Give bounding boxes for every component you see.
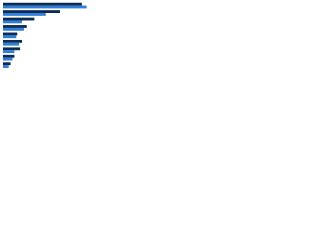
- bar: [3, 13, 46, 16]
- bar: [3, 54, 15, 58]
- bar: [3, 5, 87, 9]
- bar: [3, 20, 22, 24]
- bar: [3, 35, 17, 39]
- bar: [3, 25, 27, 28]
- bar: [3, 32, 18, 36]
- bar: [3, 65, 9, 68]
- bar: [3, 47, 21, 51]
- bar: [3, 10, 60, 14]
- bar: [3, 62, 11, 66]
- bar: [3, 39, 22, 43]
- bar: [3, 57, 13, 61]
- bar: [3, 42, 20, 46]
- chart: [3, 2, 87, 68]
- bar: [3, 27, 24, 31]
- bar: [3, 2, 82, 6]
- bar: [3, 50, 15, 54]
- bar: [3, 17, 35, 21]
